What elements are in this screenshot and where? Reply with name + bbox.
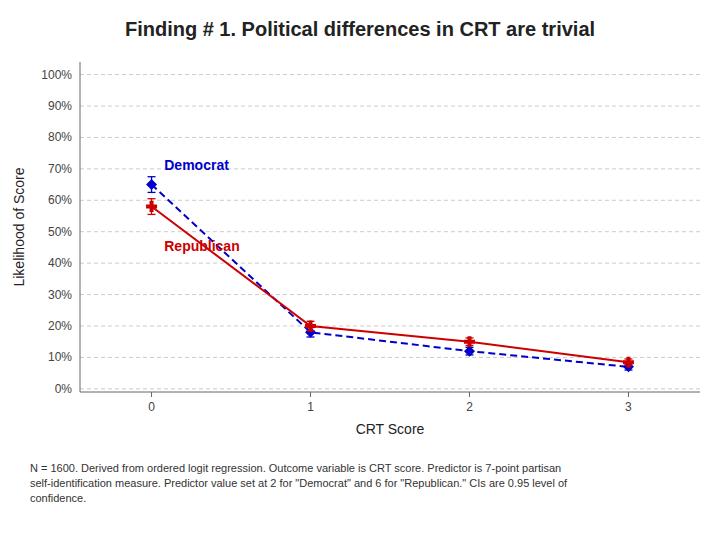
point — [146, 179, 157, 190]
error-bar-cap — [148, 176, 156, 177]
x-tick-label: 2 — [466, 400, 473, 414]
y-axis-line — [80, 62, 81, 392]
y-tick-label: 10% — [48, 350, 72, 364]
series — [146, 177, 634, 373]
y-tick-label: 60% — [48, 193, 72, 207]
grid-line — [80, 137, 700, 138]
grid — [80, 75, 700, 389]
point — [464, 336, 475, 347]
x-tick — [310, 392, 311, 397]
y-tick-label: 50% — [48, 225, 72, 239]
grid-line — [80, 200, 700, 201]
point — [464, 346, 475, 357]
footnote: N = 1600. Derived from ordered logit reg… — [30, 462, 568, 504]
x-tick — [151, 392, 152, 397]
y-tick-label: 20% — [48, 319, 72, 333]
grid-line — [80, 263, 700, 264]
x-tick-label: 3 — [625, 400, 632, 414]
y-tick-label: 100% — [41, 68, 72, 82]
plot-area — [146, 177, 634, 373]
y-tick-label: 40% — [48, 256, 72, 270]
y-tick-label: 0% — [55, 382, 73, 396]
series-line — [152, 207, 629, 363]
series-line — [152, 185, 629, 367]
error-bar-cap — [148, 198, 156, 199]
grid-line — [80, 231, 700, 232]
point — [146, 201, 157, 212]
title: Finding # 1. Political differences in CR… — [125, 18, 595, 40]
point — [305, 321, 316, 332]
y-tick-label: 30% — [48, 288, 72, 302]
error-bar-cap — [148, 192, 156, 193]
y-tick-label: 80% — [48, 130, 72, 144]
footnote-line: N = 1600. Derived from ordered logit reg… — [30, 462, 561, 474]
grid-line — [80, 326, 700, 327]
x-tick-label: 1 — [307, 400, 314, 414]
y-axis-label: Likelihood of Score — [11, 167, 27, 286]
point — [623, 357, 634, 368]
x-tick — [469, 392, 470, 397]
grid-line — [80, 388, 700, 389]
y-tick-label: 90% — [48, 99, 72, 113]
chart: Finding # 1. Political differences in CR… — [0, 0, 720, 540]
error-bar-cap — [148, 214, 156, 215]
annotation: Republican — [164, 238, 239, 254]
grid-line — [80, 294, 700, 295]
grid-line — [80, 357, 700, 358]
footnote-line: self-identification measure. Predictor v… — [30, 477, 568, 489]
x-axis-line — [80, 392, 700, 393]
y-tick-label: 70% — [48, 162, 72, 176]
x-tick-label: 0 — [148, 400, 155, 414]
grid-line — [80, 74, 700, 75]
x-axis-label: CRT Score — [356, 421, 425, 437]
series — [146, 199, 634, 368]
grid-line — [80, 106, 700, 107]
annotation: Democrat — [164, 157, 229, 173]
footnote-line: confidence. — [30, 492, 86, 504]
x-tick — [628, 392, 629, 397]
